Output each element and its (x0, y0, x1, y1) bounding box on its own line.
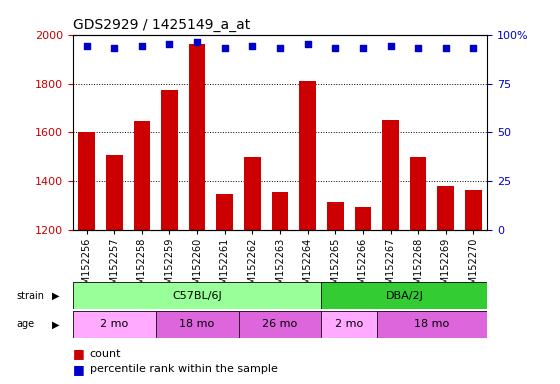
Bar (161, 89, 178, 230)
Text: age: age (17, 319, 35, 329)
Point (386, 43, 395, 50)
Point (248, 43, 257, 50)
Point (82, 43, 91, 50)
Text: 2 mo: 2 mo (100, 319, 128, 329)
Text: percentile rank within the sample: percentile rank within the sample (90, 364, 277, 374)
Bar (327, 202, 343, 230)
Point (165, 41, 174, 48)
Bar (437, 186, 454, 230)
Bar (239, 311, 321, 338)
Bar (300, 81, 316, 230)
Bar (78, 132, 95, 230)
Bar (244, 157, 260, 230)
Point (414, 45, 423, 51)
Bar (321, 311, 377, 338)
Bar (73, 282, 321, 309)
Point (303, 41, 312, 48)
Point (441, 45, 450, 51)
Text: ■: ■ (73, 363, 85, 376)
Point (193, 39, 202, 45)
Text: ▶: ▶ (52, 319, 60, 329)
Bar (382, 120, 399, 230)
Bar (189, 45, 206, 230)
Text: DBA/2J: DBA/2J (385, 291, 423, 301)
Point (358, 45, 367, 51)
Text: strain: strain (17, 291, 45, 301)
Bar (377, 311, 487, 338)
Bar (73, 311, 156, 338)
Point (276, 45, 284, 51)
Point (137, 43, 146, 50)
Bar (410, 157, 426, 230)
Text: 26 mo: 26 mo (263, 319, 297, 329)
Text: 18 mo: 18 mo (414, 319, 450, 329)
Text: C57BL/6J: C57BL/6J (172, 291, 222, 301)
Bar (217, 194, 233, 230)
Point (110, 45, 119, 51)
Text: ▶: ▶ (52, 291, 60, 301)
Bar (465, 190, 482, 230)
Text: count: count (90, 349, 121, 359)
Point (220, 45, 229, 51)
Bar (272, 192, 288, 230)
Point (469, 45, 478, 51)
Text: GDS2929 / 1425149_a_at: GDS2929 / 1425149_a_at (73, 18, 250, 32)
Bar (156, 311, 239, 338)
Text: ■: ■ (73, 348, 85, 360)
Point (331, 45, 340, 51)
Bar (106, 154, 123, 230)
Bar (321, 282, 487, 309)
Text: 18 mo: 18 mo (180, 319, 214, 329)
Text: 2 mo: 2 mo (335, 319, 363, 329)
Bar (134, 121, 150, 230)
Bar (354, 207, 371, 230)
